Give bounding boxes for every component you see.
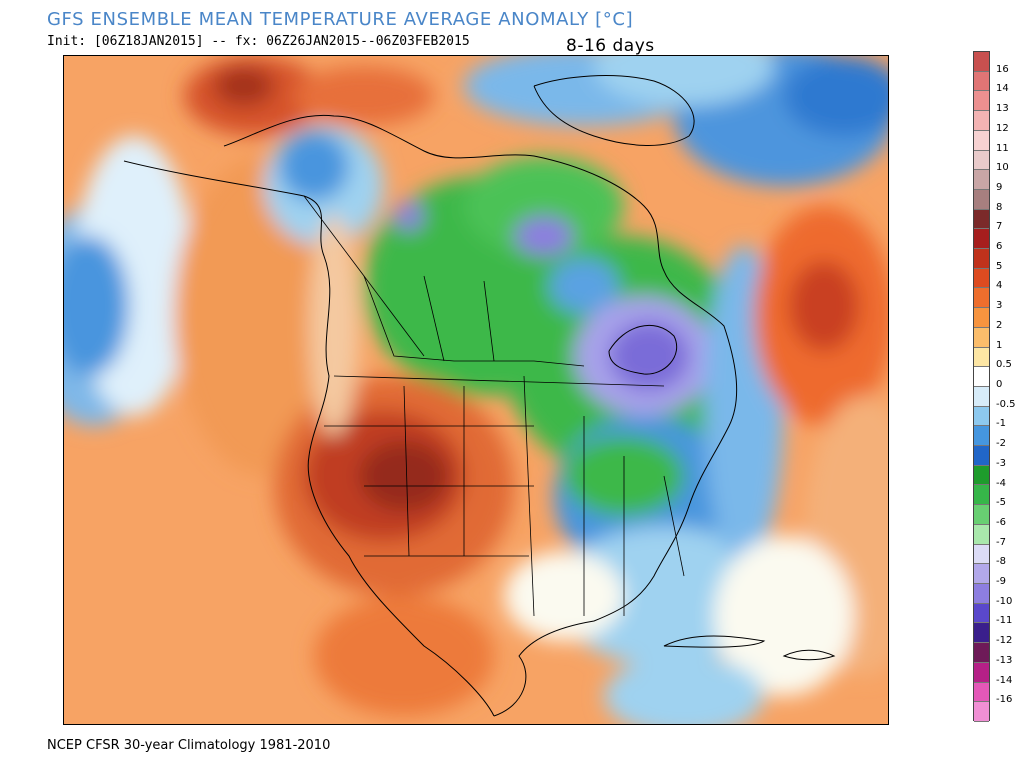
colorbar-tick-label: -12 [996,635,1013,647]
colorbar-tick-label: 0 [996,379,1003,390]
colorbar-swatch [974,189,989,210]
colorbar-swatch [974,71,989,92]
colorbar-tick-label: -10 [996,595,1013,607]
colorbar-tick-label: -16 [996,694,1013,706]
colorbar-tick-label: 13 [996,103,1009,115]
colorbar-tick-label: -1 [996,418,1006,430]
colorbar-swatch [974,603,989,624]
anomaly-map [63,55,889,725]
colorbar-tick-label: -2 [996,438,1006,450]
colorbar-tick-label: 9 [996,181,1003,193]
colorbar-tick-label: 3 [996,300,1003,312]
colorbar-swatch [974,209,989,230]
colorbar-tick-label: 1 [996,339,1003,351]
colorbar-swatch [974,111,989,131]
colorbar-swatch [974,170,989,190]
colorbar-swatch [974,465,989,486]
colorbar-tick-label: 10 [996,162,1009,174]
coastlines [123,75,738,717]
colorbar-swatch [974,347,989,368]
colorbar-tick-label: -8 [996,556,1006,568]
colorbar-tick-label: -13 [996,654,1013,666]
colorbar-swatch [974,406,989,427]
colorbar-tick-label: 2 [996,319,1003,331]
colorbar-tick-label: -11 [996,615,1013,627]
forecast-period: 8-16 days [566,36,655,56]
colorbar-tick-label: -4 [996,477,1006,489]
colorbar-tick-label: 11 [996,142,1009,154]
colorbar-swatch [974,229,989,250]
colorbar-swatch [974,643,989,663]
colorbar-tick-label: -0.5 [996,398,1016,410]
colorbar-swatch [974,367,989,387]
colorbar-tick-label: 4 [996,280,1003,292]
colorbar-swatch [974,268,989,289]
colorbar-swatch [974,662,989,683]
colorbar-swatch [974,327,989,348]
colorbar-tick-label: 12 [996,122,1009,134]
colorbar-swatch [974,583,989,604]
colorbar-tick-label: 7 [996,221,1003,233]
colorbar-tick-label: 0.5 [996,359,1012,371]
map-canvas [64,56,888,724]
colorbar-swatch [974,386,989,407]
colorbar-tick-label: 8 [996,201,1003,213]
political-borders [303,195,685,617]
colorbar-tick-label: -3 [996,457,1006,469]
colorbar-tick-label: 6 [996,241,1003,253]
colorbar-tick-label: -7 [996,536,1006,548]
colorbar-swatch [974,288,989,309]
colorbar-swatch [974,524,989,545]
colorbar-tick-label: -9 [996,576,1006,588]
colorbar-swatch [974,52,989,72]
colorbar [973,51,990,722]
colorbar-tick-label: -14 [996,674,1013,686]
init-forecast-line: Init: [06Z18JAN2015] -- fx: 06Z26JAN2015… [47,34,470,49]
colorbar-tick-label: 16 [996,63,1009,75]
climatology-footer: NCEP CFSR 30-year Climatology 1981-2010 [47,738,331,753]
colorbar-swatch [974,426,989,447]
colorbar-swatch [974,564,989,584]
colorbar-swatch [974,623,989,644]
colorbar-swatch [974,702,989,722]
colorbar-swatch [974,91,989,112]
colorbar-swatch [974,544,989,565]
colorbar-tick-label: -6 [996,516,1006,528]
colorbar-tick-label: -5 [996,497,1006,509]
colorbar-swatch [974,308,989,328]
colorbar-swatch [974,150,989,171]
colorbar-swatch [974,130,989,151]
colorbar-swatch [974,485,989,506]
colorbar-swatch [974,682,989,703]
colorbar-tick-label: 5 [996,260,1003,272]
colorbar-swatch [974,446,989,466]
colorbar-swatch [974,249,989,269]
colorbar-swatch [974,505,989,525]
chart-title: GFS ENSEMBLE MEAN TEMPERATURE AVERAGE AN… [47,9,634,30]
caribbean-islands [663,635,836,661]
colorbar-tick-label: 14 [996,83,1009,95]
